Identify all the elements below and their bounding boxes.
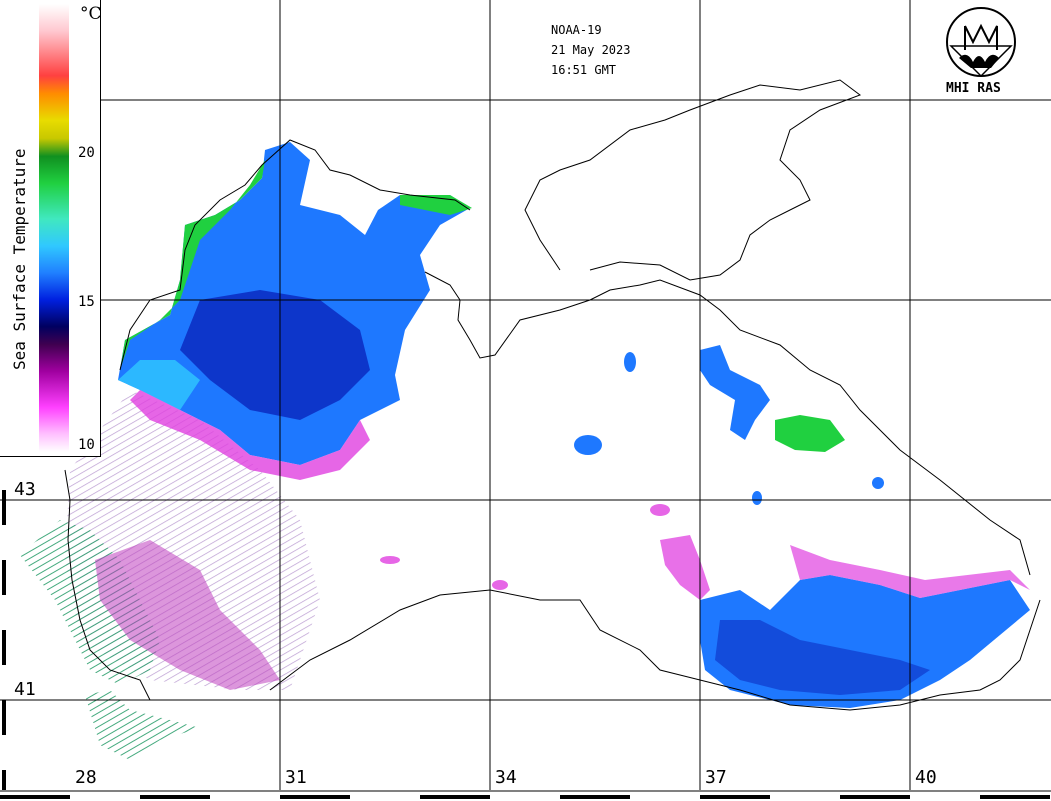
lon-label-40: 40 (915, 767, 937, 788)
legend-title: Sea Surface Temperature (10, 148, 29, 370)
sst-patch-central-3 (752, 491, 762, 505)
logo-text: MHI RAS (946, 81, 1001, 96)
sst-patch-magenta-3 (380, 556, 400, 564)
coastline-crimea (424, 271, 1031, 576)
satellite-name: NOAA-19 (551, 23, 602, 37)
image-time: 16:51 GMT (551, 63, 617, 77)
coastline-turkey (269, 589, 1041, 711)
sst-warm-bosporus (85, 690, 200, 760)
legend-tick-20: 20 (78, 145, 95, 161)
sst-green-east-patch (775, 415, 845, 452)
sst-blue-east-north (700, 345, 770, 440)
sst-patch-central-1 (574, 435, 602, 455)
legend-colorbar (39, 4, 69, 452)
legend-unit: °C (80, 4, 102, 24)
sst-patch-central-4 (872, 477, 884, 489)
frame-scale-bottom (0, 790, 1051, 801)
sst-patch-magenta-1 (650, 504, 670, 516)
coastline-azov (524, 79, 862, 281)
sst-cold-southwest (95, 540, 280, 690)
sst-patch-central-2 (624, 352, 636, 372)
sst-deep-blue-southeast (715, 620, 930, 695)
lon-label-31: 31 (285, 767, 307, 788)
coastlines (64, 79, 1041, 711)
legend-tick-15: 15 (78, 294, 95, 310)
sst-warm-southwest (20, 520, 160, 685)
lon-label-37: 37 (705, 767, 727, 788)
lon-label-28: 28 (75, 767, 97, 788)
sst-cyan-edges (118, 360, 200, 410)
lat-label-41: 41 (14, 679, 36, 700)
coastline-odessa (119, 139, 471, 371)
sst-patch-magenta-2 (492, 580, 508, 590)
sst-magenta-east-rim (790, 545, 1030, 598)
lat-label-43: 43 (14, 479, 36, 500)
legend-tick-10: 10 (78, 437, 95, 453)
sst-magenta-south-front (130, 390, 370, 480)
mhi-ras-logo (946, 7, 1016, 78)
sst-magenta-southeast-rim (660, 535, 710, 600)
sst-deep-blue-core (180, 290, 370, 420)
coastline-bulgaria (64, 469, 151, 701)
sst-legend: °C Sea Surface Temperature 20 15 10 (0, 0, 102, 457)
lon-label-34: 34 (495, 767, 517, 788)
image-date: 21 May 2023 (551, 43, 631, 57)
